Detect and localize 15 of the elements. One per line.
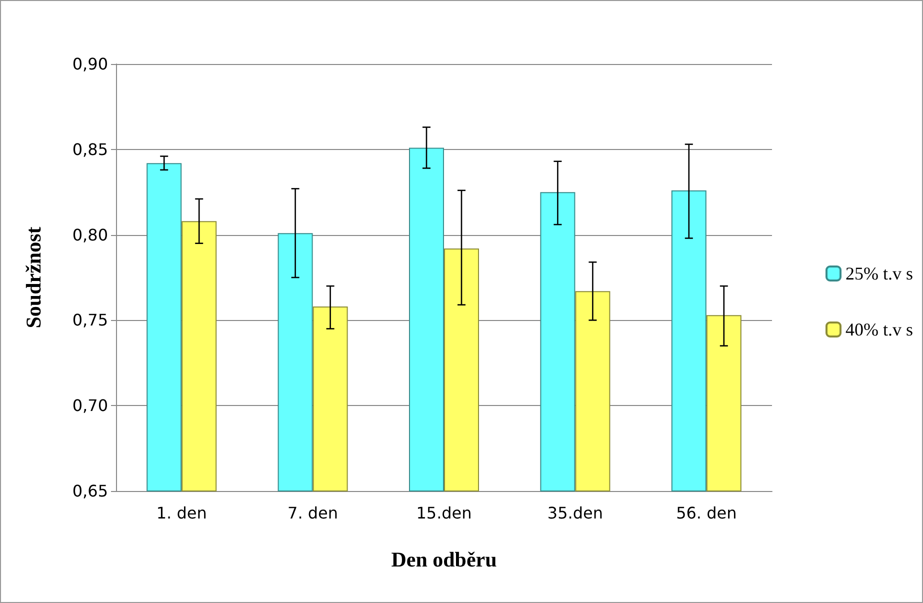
y-tick-label: 0,75 xyxy=(72,310,108,330)
x-tick-label: 15.den xyxy=(416,504,472,522)
y-tick-label: 0,65 xyxy=(72,482,108,500)
x-tick-label: 1. den xyxy=(156,504,207,522)
x-axis-title: Den odběru xyxy=(391,548,498,572)
legend-label: 25% t.v s xyxy=(846,264,913,284)
x-tick-label: 7. den xyxy=(288,504,338,522)
y-axis-title: Soudržnost xyxy=(22,226,46,328)
y-tick-label: 0,90 xyxy=(72,54,108,74)
x-tick-label: 56. den xyxy=(676,504,737,522)
y-tick-label: 0,70 xyxy=(72,396,108,416)
y-tick-label: 0,80 xyxy=(72,225,108,244)
x-tick-label: 35.den xyxy=(547,504,603,522)
legend-label: 40% t.v s xyxy=(846,320,913,340)
y-tick-label: 0,85 xyxy=(72,140,108,159)
